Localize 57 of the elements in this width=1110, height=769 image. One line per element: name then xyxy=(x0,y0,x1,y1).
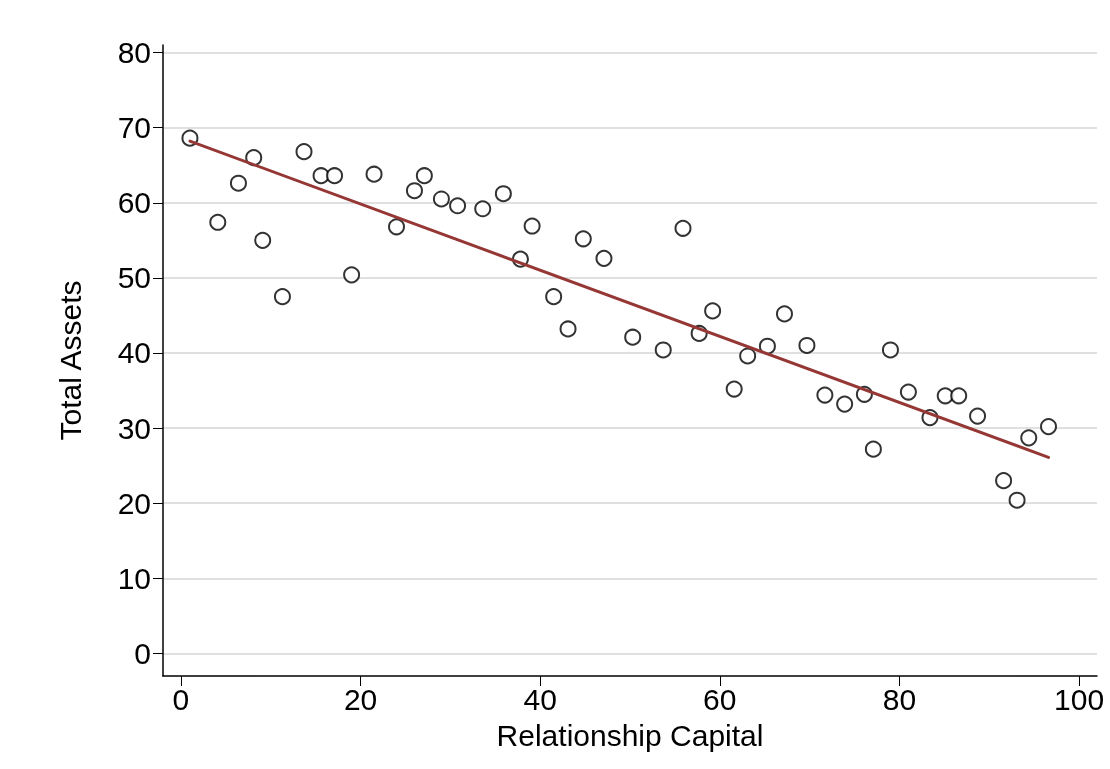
point xyxy=(654,341,672,359)
point xyxy=(624,328,642,346)
point xyxy=(295,143,313,161)
y-tick-label: 70 xyxy=(117,111,151,145)
point xyxy=(494,185,512,203)
point xyxy=(405,182,423,200)
y-tick-label: 30 xyxy=(117,411,151,445)
x-tick-label: 100 xyxy=(1054,682,1105,716)
point xyxy=(449,197,467,215)
x-tick-label: 80 xyxy=(882,682,917,716)
point xyxy=(739,347,757,365)
y-tick-label: 20 xyxy=(117,486,151,520)
x-axis-title: Relationship Capital xyxy=(496,718,764,752)
point xyxy=(1020,429,1038,447)
y-tick-label: 80 xyxy=(117,36,151,70)
point xyxy=(545,288,563,306)
x-tick-label: 60 xyxy=(703,682,737,716)
point xyxy=(343,266,361,284)
point xyxy=(388,218,405,236)
point xyxy=(1040,418,1057,436)
point xyxy=(574,230,592,248)
point xyxy=(836,395,854,413)
point xyxy=(775,305,793,323)
point xyxy=(523,217,541,235)
point xyxy=(758,337,776,355)
point xyxy=(1008,491,1026,509)
x-tick-label: 40 xyxy=(523,682,557,716)
point xyxy=(595,249,613,267)
y-axis-title: Total Assets xyxy=(53,280,87,441)
y-tick-label: 60 xyxy=(117,186,151,220)
x-tick-label: 0 xyxy=(172,682,190,716)
point xyxy=(899,383,917,401)
point xyxy=(254,231,272,249)
point xyxy=(273,288,291,306)
y-tick-label: 0 xyxy=(134,636,151,670)
point xyxy=(209,213,227,231)
point xyxy=(704,302,722,320)
point xyxy=(881,341,899,359)
point xyxy=(415,167,433,185)
point xyxy=(798,336,816,354)
point xyxy=(474,200,492,218)
point xyxy=(725,380,743,398)
point xyxy=(995,472,1013,490)
point xyxy=(950,387,968,405)
x-tick-label: 20 xyxy=(343,682,378,716)
point xyxy=(432,190,450,208)
y-tick-label: 10 xyxy=(117,561,151,595)
point xyxy=(674,219,692,237)
point xyxy=(326,167,344,185)
y-tick-label: 50 xyxy=(117,261,151,295)
point xyxy=(816,386,834,404)
point xyxy=(864,440,882,458)
point xyxy=(969,407,987,425)
point xyxy=(365,165,383,183)
point xyxy=(559,320,577,338)
point xyxy=(229,174,247,192)
y-tick-label: 40 xyxy=(117,336,151,370)
